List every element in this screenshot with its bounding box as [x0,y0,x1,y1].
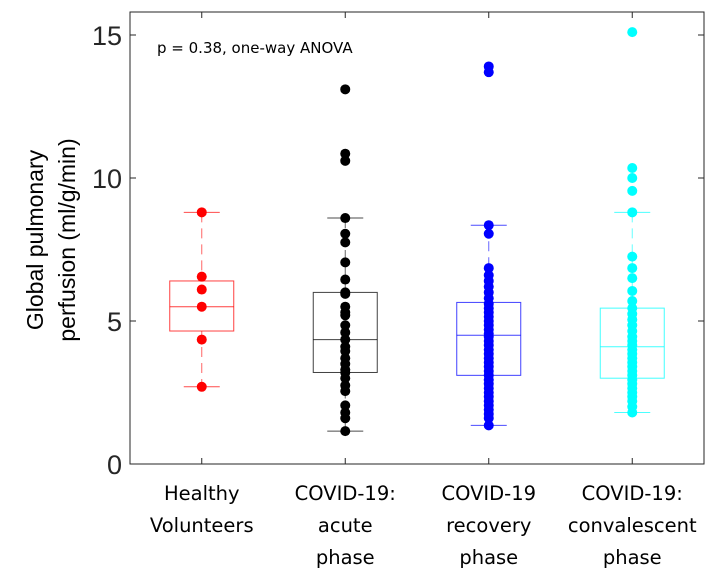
y-tick-label: 5 [107,307,122,337]
y-tick-label: 15 [92,21,122,51]
category-label: recovery [446,514,531,537]
data-point [627,27,638,38]
category-labels: Healthy Volunteers COVID-19: acute phase COVI… [150,482,697,569]
category-label: COVID-19: [582,482,683,505]
data-point [627,162,638,173]
data-point [483,67,494,78]
data-point [340,84,351,95]
category-label: acute [318,514,373,537]
box-group-1 [312,84,378,437]
y-tick-label: 10 [92,164,122,194]
x-axis [201,12,633,464]
anova-annotation: p = 0.38, one-way ANOVA [157,39,353,57]
data-point [627,185,638,196]
category-label: convalescent [568,514,697,537]
box-groups [169,27,665,437]
data-point [340,237,351,248]
box-group-3 [599,27,665,418]
data-point [340,213,351,224]
data-point [340,274,351,285]
data-point [483,413,494,424]
data-point [483,420,494,431]
data-point [196,381,207,392]
data-point [627,263,638,274]
data-point [340,346,351,357]
data-point [196,334,207,345]
data-point [483,220,494,231]
data-point [196,271,207,282]
y-axis: 0 5 10 15 [92,21,704,480]
box-group-0 [169,207,235,392]
box-group-2 [456,61,522,431]
data-point [627,295,638,306]
data-point [340,148,351,159]
data-point [483,263,494,274]
data-point [627,285,638,296]
data-point [196,207,207,218]
data-point [340,288,351,299]
data-point [627,251,638,262]
data-point [340,228,351,239]
data-point [340,257,351,268]
data-point [340,310,351,321]
data-point [340,400,351,411]
category-label: phase [316,546,375,569]
y-tick-label: 0 [107,450,122,480]
data-point [627,207,638,218]
data-point [627,273,638,284]
data-point [627,173,638,183]
data-point [483,228,494,239]
category-label: COVID-19: [295,482,396,505]
data-point [340,426,351,437]
category-label: COVID-19 [441,482,536,505]
category-label: phase [459,546,518,569]
y-axis-label: Global pulmonary perfusion (ml/g/min) [22,138,80,341]
data-point [627,407,638,418]
data-point [340,155,351,166]
data-point [196,284,207,295]
data-point [340,386,351,397]
y-axis-label-line-2: perfusion (ml/g/min) [54,138,80,341]
category-label: Volunteers [150,514,254,537]
category-label: Healthy [164,482,240,505]
category-label: phase [603,546,662,569]
data-point [340,413,351,424]
plot-area [129,11,705,465]
data-point [340,334,351,345]
data-point [340,373,351,384]
data-point [340,327,351,338]
data-point [340,320,351,331]
y-axis-label-line-1: Global pulmonary [22,149,48,330]
data-point [196,301,207,312]
